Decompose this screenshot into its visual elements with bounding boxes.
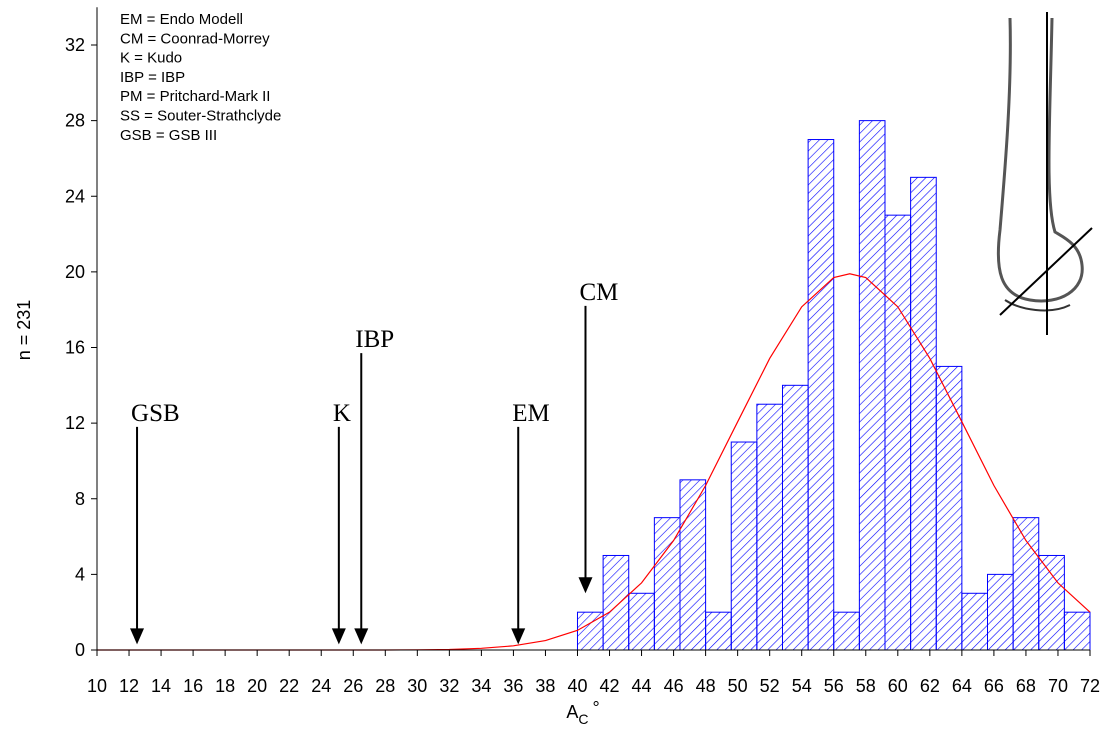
bar [910,176,937,651]
x-tick-label: 56 [824,676,844,696]
arrow-head [511,628,526,645]
legend-note: K = Kudo [120,50,182,67]
x-tick-label: 32 [439,676,459,696]
y-tick-label: 32 [65,35,85,55]
annotation-label: GSB [131,400,180,427]
x-tick-label: 38 [535,676,555,696]
y-tick-label: 24 [65,186,85,206]
legend-note: SS = Souter-Strathclyde [120,108,281,125]
x-tick-label: 18 [215,676,235,696]
x-tick-label: 52 [760,676,780,696]
bar [961,592,988,651]
x-tick-label: 16 [183,676,203,696]
x-tick-label: 10 [87,676,107,696]
x-tick-label: 48 [696,676,716,696]
x-tick-label: 12 [119,676,139,696]
annotation-label: CM [579,279,618,306]
x-label-suffix: ° [592,698,599,718]
x-label-main: A [566,702,578,722]
bar [833,611,860,651]
arrow-head [331,628,346,645]
x-tick-label: 60 [888,676,908,696]
x-tick-label: 28 [375,676,395,696]
bar [705,611,732,651]
x-tick-label: 26 [343,676,363,696]
x-tick-label: 50 [728,676,748,696]
x-tick-label: 64 [952,676,972,696]
legend-note: PM = Pritchard-Mark II [120,88,270,105]
x-axis-label: AC° [566,698,599,727]
y-axis-label: n = 231 [14,300,34,361]
x-tick-label: 24 [311,676,331,696]
x-tick-label: 40 [567,676,587,696]
y-tick-label: 8 [75,489,85,509]
bar [679,479,707,651]
x-label-sub: C [578,711,588,727]
bar [1038,554,1065,651]
arrow-head [354,628,369,645]
legend-note: IBP = IBP [120,69,185,86]
y-tick-label: 28 [65,111,85,131]
arrow-head [578,577,593,594]
bar [1063,611,1091,651]
x-tick-label: 42 [600,676,620,696]
inset-bone-drawing [996,12,1093,335]
x-tick-label: 68 [1016,676,1036,696]
legend-note: GSB = GSB III [120,127,217,144]
bar [756,403,783,651]
bar [781,384,809,651]
y-tick-label: 16 [65,338,85,358]
legend-note: EM = Endo Modell [120,11,243,28]
x-tick-label: 22 [279,676,299,696]
x-tick-label: 30 [407,676,427,696]
annotation-label: EM [512,400,550,427]
bar [935,365,963,651]
y-tick-label: 0 [75,640,85,660]
x-tick-label: 36 [503,676,523,696]
x-tick-label: 44 [632,676,652,696]
x-tick-label: 70 [1048,676,1068,696]
bar [628,592,655,651]
arrow-head [130,628,145,645]
bar [884,214,912,651]
legend-note: CM = Coonrad-Morrey [120,30,270,47]
annotation-label: K [333,400,351,427]
x-tick-label: 66 [984,676,1004,696]
y-tick-label: 4 [75,564,85,584]
annotation-label: IBP [355,326,394,353]
x-tick-label: 54 [792,676,812,696]
x-tick-label: 72 [1080,676,1100,696]
x-tick-label: 20 [247,676,267,696]
bar [1012,517,1040,651]
x-tick-label: 34 [471,676,491,696]
x-tick-label: 62 [920,676,940,696]
bar [730,441,758,651]
bar [858,120,886,651]
bar [986,573,1014,651]
x-tick-label: 58 [856,676,876,696]
fit-curve [97,273,1091,651]
y-tick-label: 20 [65,262,85,282]
x-tick-label: 46 [664,676,684,696]
bar [602,554,630,651]
bar [807,139,835,651]
y-tick-label: 12 [65,413,85,433]
x-tick-label: 14 [151,676,171,696]
bar [653,517,681,651]
